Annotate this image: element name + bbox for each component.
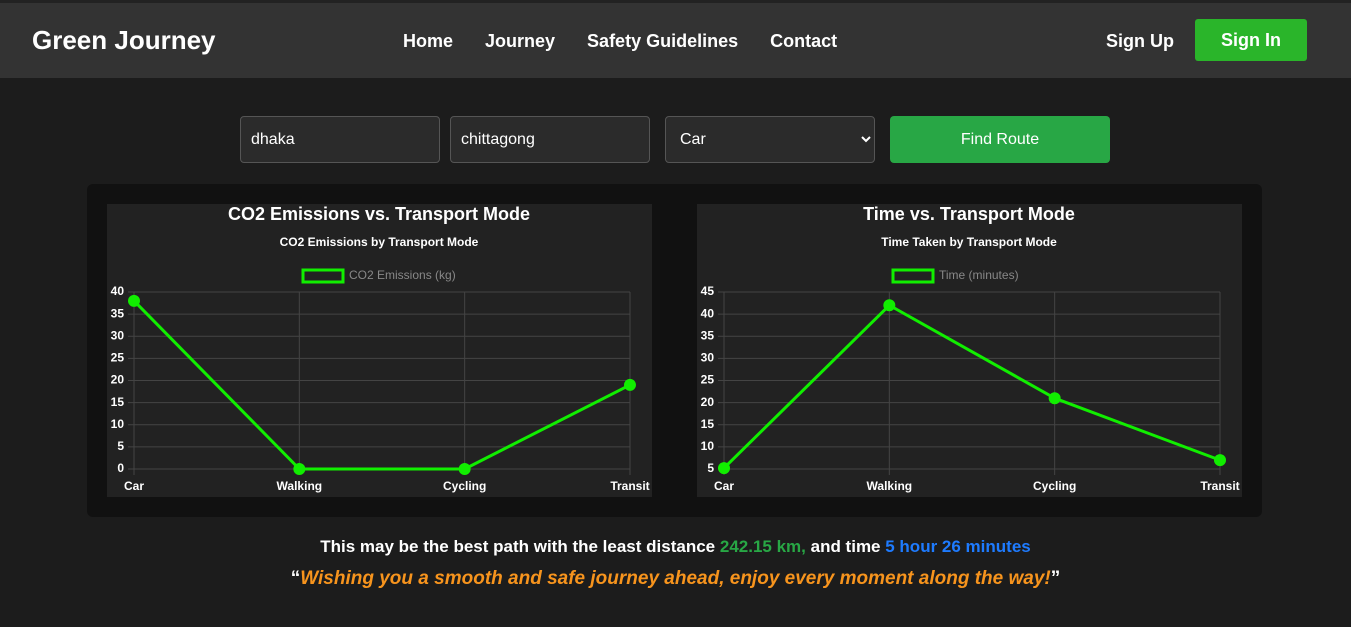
legend-label: Time (minutes) xyxy=(939,268,1019,282)
to-input[interactable] xyxy=(450,116,650,163)
chart: CO2 Emissions vs. Transport Mode CO2 Emis… xyxy=(107,204,652,497)
mode-select[interactable]: Car xyxy=(665,116,875,163)
y-tick-label: 45 xyxy=(701,284,715,298)
point xyxy=(458,463,471,475)
chart-subtitle: Time Taken by Transport Mode xyxy=(881,235,1057,249)
result-text: This may be the best path with the least… xyxy=(320,537,716,556)
charts-panel: CO2 Emissions vs. Transport Mode CO2 Emis… xyxy=(87,184,1262,517)
result-line: This may be the best path with the least… xyxy=(0,537,1351,557)
y-tick-label: 30 xyxy=(111,328,125,342)
y-tick-label: 25 xyxy=(111,351,125,365)
line xyxy=(722,303,1221,470)
x-tick-label: Transit xyxy=(1200,479,1239,493)
distance: 242.15 km, xyxy=(719,537,806,556)
x-tick-label: Cycling xyxy=(443,479,486,493)
result-text: and time xyxy=(810,537,881,556)
from-input[interactable] xyxy=(240,116,440,163)
y-tick-label: 35 xyxy=(701,328,715,342)
y-tick-label: 25 xyxy=(701,373,715,387)
y-tick-label: 10 xyxy=(701,439,715,453)
logo[interactable]: Green Journey xyxy=(32,25,216,55)
point xyxy=(883,299,896,312)
y-tick-label: 20 xyxy=(701,395,715,409)
point xyxy=(1214,454,1226,467)
quote-mark: “ xyxy=(290,568,301,589)
y-tick-label: 5 xyxy=(117,439,124,453)
y-tick-label: 35 xyxy=(111,306,125,320)
point xyxy=(293,463,306,475)
y-tick-label: 40 xyxy=(701,306,715,320)
x-tick-label: Walking xyxy=(277,479,323,493)
point xyxy=(128,294,140,307)
wish-line: “Wishing you a smooth and safe journey a… xyxy=(0,568,1351,590)
y-tick-label: 40 xyxy=(111,284,125,298)
x-tick-label: Transit xyxy=(610,479,649,493)
point xyxy=(718,462,730,475)
y-tick-label: 10 xyxy=(111,417,125,431)
wish-text: Wishing you a smooth and safe journey ah… xyxy=(300,568,1051,589)
y-tick-label: 30 xyxy=(701,351,715,365)
quote-mark: ” xyxy=(1050,568,1061,589)
point xyxy=(624,378,636,391)
x-tick-label: Car xyxy=(714,479,734,493)
sign-in-button[interactable]: Sign In xyxy=(1195,19,1307,61)
time: 5 hour 26 minutes xyxy=(885,537,1031,556)
nav-link[interactable]: Safety Guidelines xyxy=(587,31,739,51)
nav-links: Home Journey Safety Guidelines Contact xyxy=(403,31,837,52)
chart-subtitle: CO2 Emissions by Transport Mode xyxy=(280,235,479,249)
chart-title: CO2 Emissions vs. Transport Mode xyxy=(228,204,530,224)
x-tick-label: Car xyxy=(124,479,144,493)
legend-swatch xyxy=(301,268,345,284)
line xyxy=(132,299,631,471)
find-route-button[interactable]: Find Route xyxy=(890,116,1110,163)
nav-link[interactable]: Journey xyxy=(485,31,556,51)
x-tick-label: Walking xyxy=(867,479,913,493)
y-tick-label: 0 xyxy=(117,461,124,475)
nav-link[interactable]: Contact xyxy=(770,31,838,51)
chart-title: Time vs. Transport Mode xyxy=(863,204,1075,224)
point xyxy=(1048,392,1061,405)
x-tick-label: Cycling xyxy=(1033,479,1076,493)
legend-label: CO2 Emissions (kg) xyxy=(349,268,456,282)
chart: Time vs. Transport Mode Time Taken by Tra… xyxy=(697,204,1242,497)
y-tick-label: 15 xyxy=(111,395,125,409)
y-tick-label: 15 xyxy=(701,417,715,431)
sign-up[interactable]: Sign Up xyxy=(1106,31,1174,51)
navbar: Green Journey Home Journey Safety Guidel… xyxy=(0,0,1351,78)
y-tick-label: 20 xyxy=(111,373,125,387)
legend-swatch xyxy=(891,268,935,284)
nav-link[interactable]: Home xyxy=(403,31,454,51)
y-tick-label: 5 xyxy=(707,461,714,475)
